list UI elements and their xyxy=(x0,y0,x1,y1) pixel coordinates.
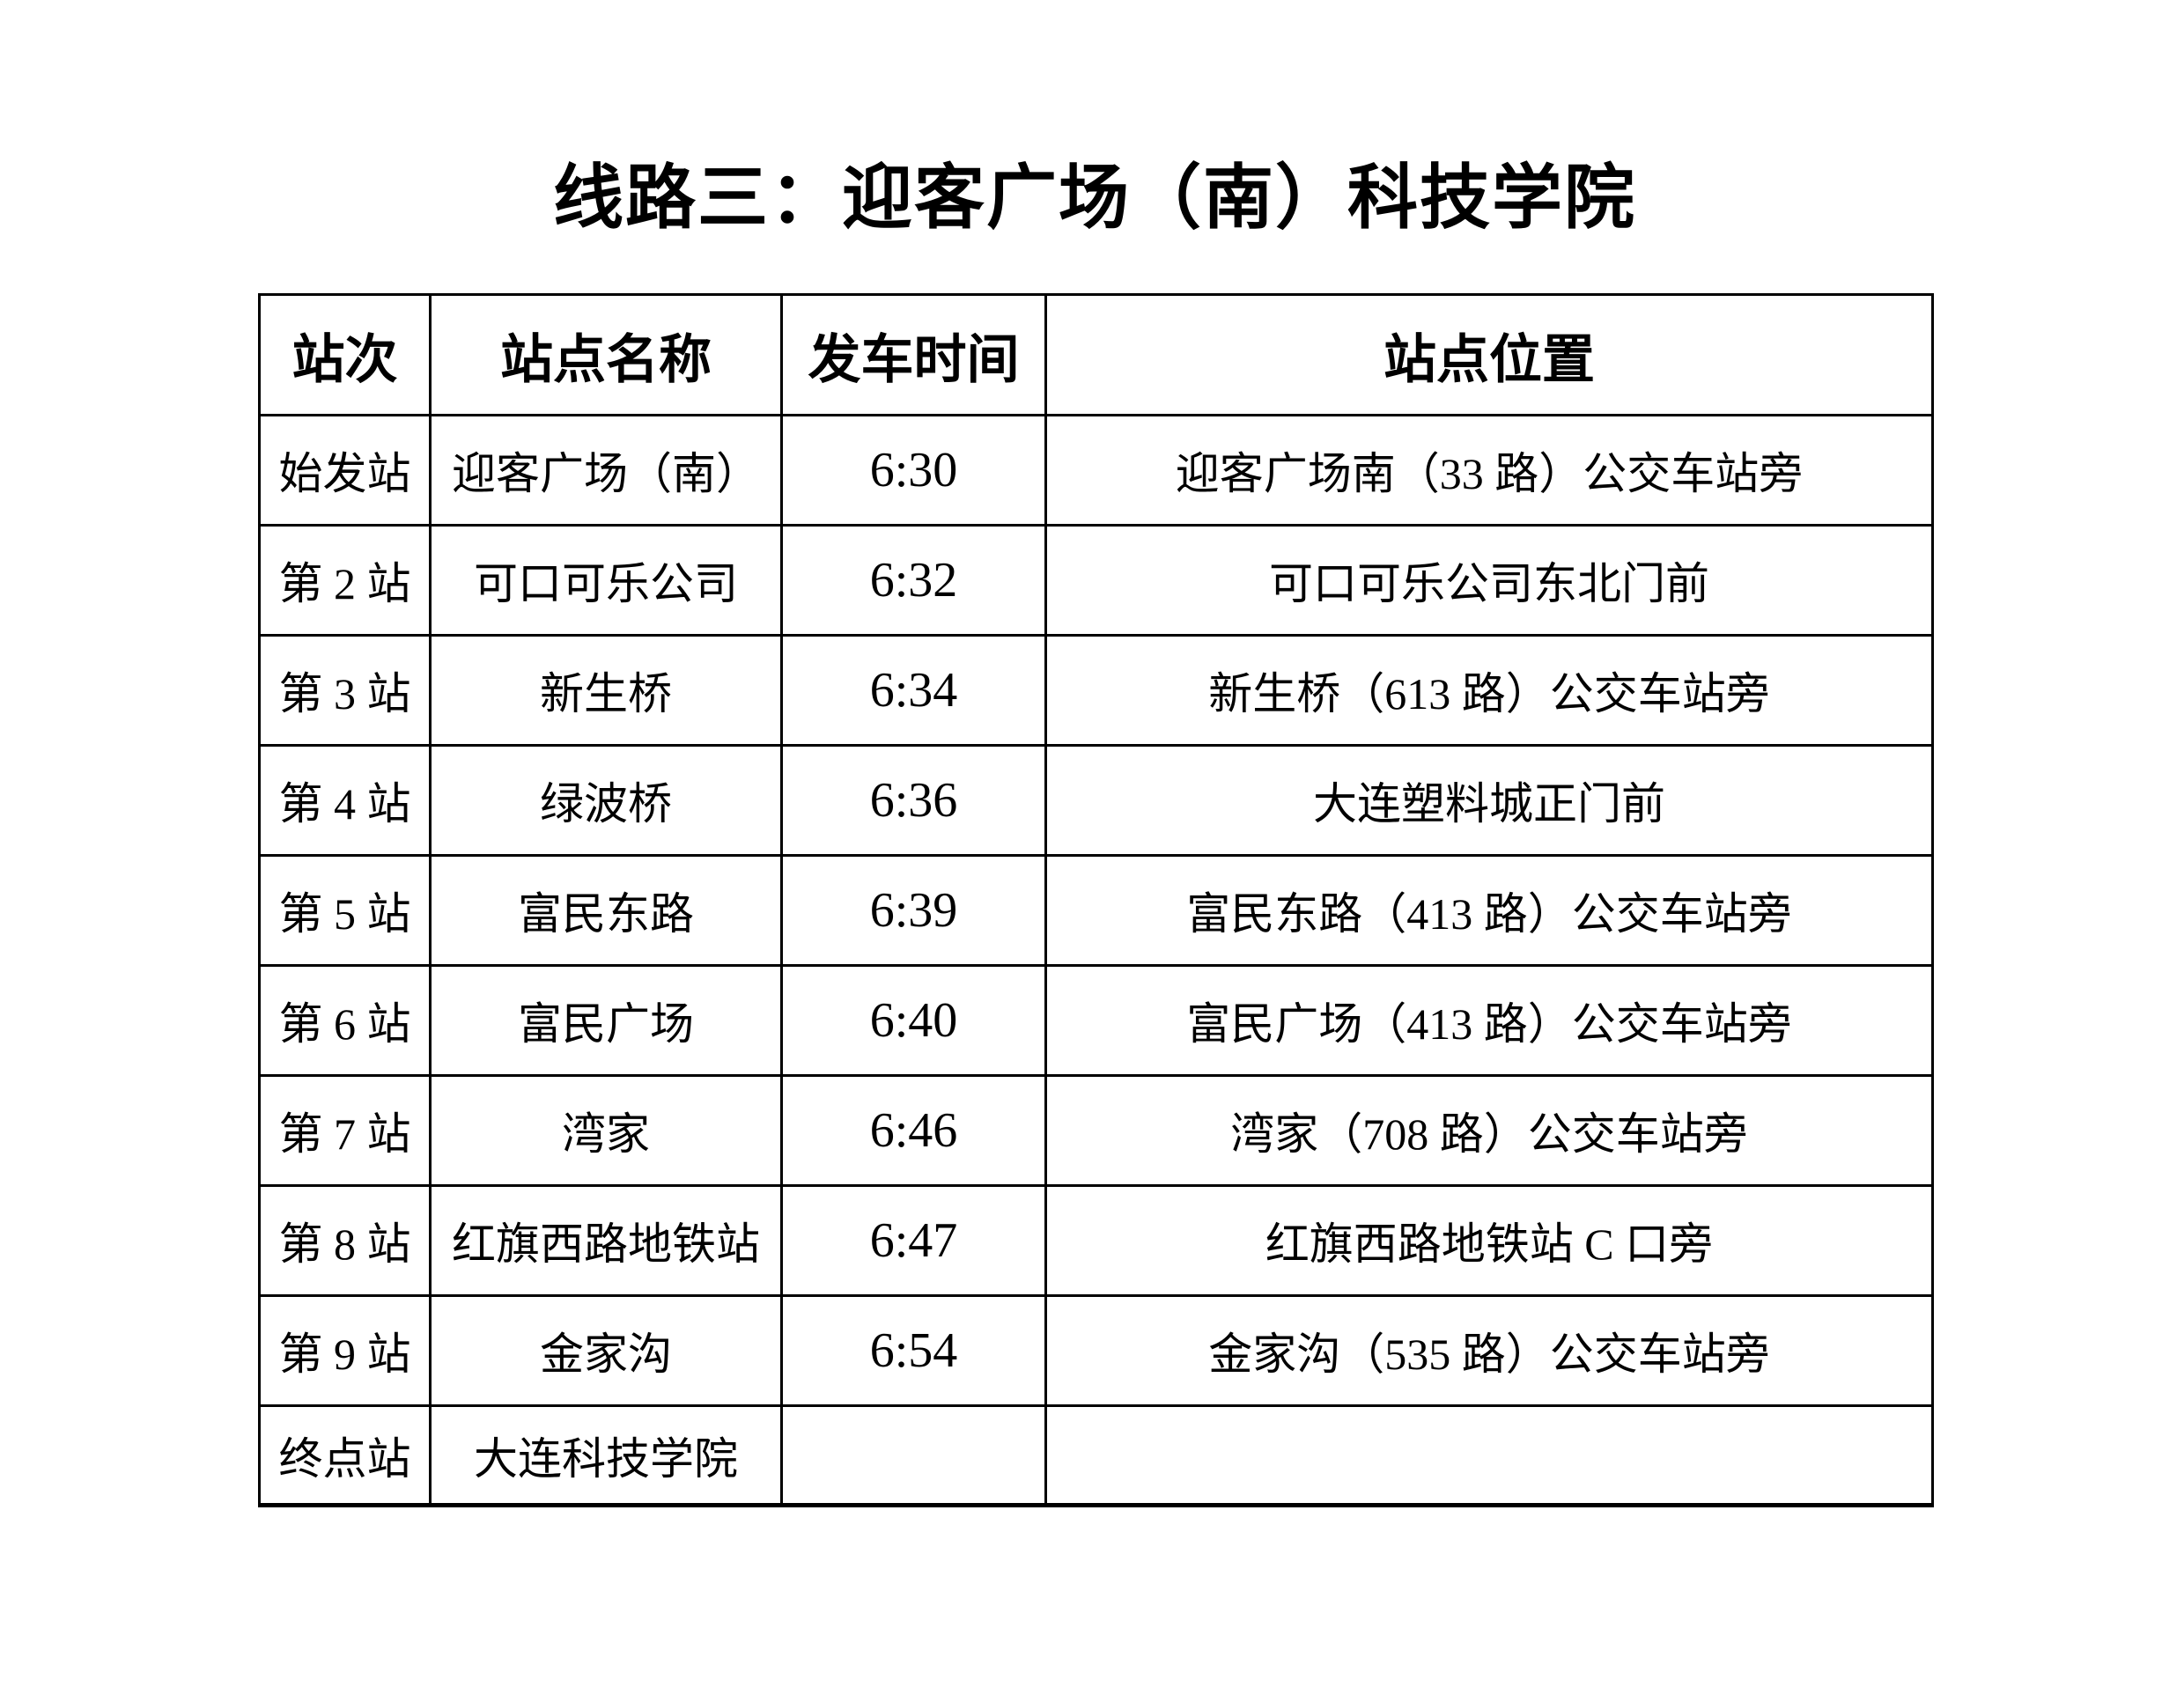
station-seq-cell: 第 3 站 xyxy=(258,634,432,747)
table-row: 终点站 大连科技学院 xyxy=(258,1404,1934,1507)
table-row: 第 3 站 新生桥 6:34 新生桥（613 路）公交车站旁 xyxy=(258,634,1934,747)
station-seq-cell: 始发站 xyxy=(258,414,432,527)
station-location-cell: 富民广场（413 路）公交车站旁 xyxy=(1044,964,1934,1077)
table-row: 第 5 站 富民东路 6:39 富民东路（413 路）公交车站旁 xyxy=(258,854,1934,967)
station-location-cell xyxy=(1044,1404,1934,1507)
station-seq-cell: 第 2 站 xyxy=(258,524,432,637)
header-station-name: 站点名称 xyxy=(429,293,783,416)
station-name-cell: 绿波桥 xyxy=(429,744,783,857)
table-row: 第 7 站 湾家 6:46 湾家（708 路）公交车站旁 xyxy=(258,1074,1934,1187)
station-location-cell: 迎客广场南（33 路）公交车站旁 xyxy=(1044,414,1934,527)
header-row: 站次 站点名称 发车时间 站点位置 xyxy=(258,293,1934,416)
station-seq-cell: 第 5 站 xyxy=(258,854,432,967)
departure-time-cell: 6:30 xyxy=(780,414,1047,527)
table-row: 第 6 站 富民广场 6:40 富民广场（413 路）公交车站旁 xyxy=(258,964,1934,1077)
station-name-cell: 红旗西路地铁站 xyxy=(429,1184,783,1297)
route-table-header: 站次 站点名称 发车时间 站点位置 xyxy=(258,293,1934,416)
departure-time-cell xyxy=(780,1404,1047,1507)
route-table: 站次 站点名称 发车时间 站点位置 始发站 迎客广场（南） 6:30 迎客广场南… xyxy=(258,293,1934,1507)
station-name-cell: 迎客广场（南） xyxy=(429,414,783,527)
header-station-location: 站点位置 xyxy=(1044,293,1934,416)
departure-time-cell: 6:34 xyxy=(780,634,1047,747)
departure-time-cell: 6:54 xyxy=(780,1294,1047,1407)
departure-time-cell: 6:39 xyxy=(780,854,1047,967)
header-station-seq: 站次 xyxy=(258,293,432,416)
departure-time-cell: 6:32 xyxy=(780,524,1047,637)
departure-time-cell: 6:36 xyxy=(780,744,1047,857)
station-name-cell: 可口可乐公司 xyxy=(429,524,783,637)
table-row: 第 9 站 金家沟 6:54 金家沟（535 路）公交车站旁 xyxy=(258,1294,1934,1407)
table-row: 第 2 站 可口可乐公司 6:32 可口可乐公司东北门前 xyxy=(258,524,1934,637)
table-row: 第 8 站 红旗西路地铁站 6:47 红旗西路地铁站 C 口旁 xyxy=(258,1184,1934,1297)
station-name-cell: 湾家 xyxy=(429,1074,783,1187)
station-name-cell: 富民东路 xyxy=(429,854,783,967)
station-seq-cell: 终点站 xyxy=(258,1404,432,1507)
header-departure-time: 发车时间 xyxy=(780,293,1047,416)
station-name-cell: 大连科技学院 xyxy=(429,1404,783,1507)
station-seq-cell: 第 6 站 xyxy=(258,964,432,1077)
station-seq-cell: 第 8 站 xyxy=(258,1184,432,1297)
page-title: 线路三：迎客广场（南）科技学院 xyxy=(553,160,1636,238)
station-name-cell: 金家沟 xyxy=(429,1294,783,1407)
table-row: 第 4 站 绿波桥 6:36 大连塑料城正门前 xyxy=(258,744,1934,857)
station-seq-cell: 第 9 站 xyxy=(258,1294,432,1407)
station-location-cell: 新生桥（613 路）公交车站旁 xyxy=(1044,634,1934,747)
station-name-cell: 富民广场 xyxy=(429,964,783,1077)
station-location-cell: 湾家（708 路）公交车站旁 xyxy=(1044,1074,1934,1187)
station-location-cell: 大连塑料城正门前 xyxy=(1044,744,1934,857)
departure-time-cell: 6:40 xyxy=(780,964,1047,1077)
station-location-cell: 富民东路（413 路）公交车站旁 xyxy=(1044,854,1934,967)
departure-time-cell: 6:46 xyxy=(780,1074,1047,1187)
route-table-body: 始发站 迎客广场（南） 6:30 迎客广场南（33 路）公交车站旁 第 2 站 … xyxy=(258,414,1934,1507)
table-row: 始发站 迎客广场（南） 6:30 迎客广场南（33 路）公交车站旁 xyxy=(258,414,1934,527)
station-location-cell: 可口可乐公司东北门前 xyxy=(1044,524,1934,637)
station-location-cell: 金家沟（535 路）公交车站旁 xyxy=(1044,1294,1934,1407)
station-seq-cell: 第 7 站 xyxy=(258,1074,432,1187)
station-name-cell: 新生桥 xyxy=(429,634,783,747)
station-location-cell: 红旗西路地铁站 C 口旁 xyxy=(1044,1184,1934,1297)
station-seq-cell: 第 4 站 xyxy=(258,744,432,857)
departure-time-cell: 6:47 xyxy=(780,1184,1047,1297)
